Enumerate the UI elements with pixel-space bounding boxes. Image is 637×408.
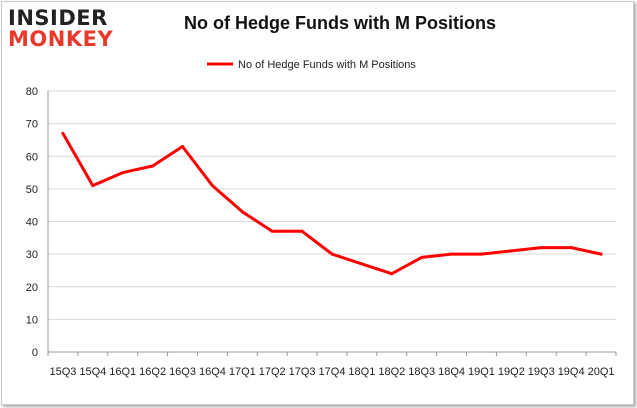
legend: No of Hedge Funds with M Positions [207,59,416,71]
x-tick-label: 17Q4 [319,366,346,378]
data-point [569,246,573,250]
data-point [210,184,214,188]
y-tick-label: 30 [26,249,38,261]
data-point [270,229,274,233]
y-tick-label: 40 [26,217,38,229]
data-point [450,252,454,256]
x-tick-label: 16Q2 [139,366,166,378]
data-point [539,246,543,250]
data-point [181,144,185,148]
insider-monkey-logo: INSIDER MONKEY [8,8,116,50]
data-point [91,184,95,188]
x-tick-label: 17Q1 [229,366,256,378]
x-tick-label: 15Q3 [49,366,76,378]
data-point [151,164,155,168]
y-tick-label: 0 [32,347,38,359]
gridlines [48,90,616,353]
logo-line-1: INSIDER [8,6,108,30]
data-point [240,210,244,214]
chart-title: No of Hedge Funds with M Positions [184,13,496,33]
data-point [300,229,304,233]
data-point [121,171,125,175]
x-tick-label: 15Q4 [79,366,106,378]
y-tick-label: 10 [26,314,38,326]
x-tick-label: 19Q4 [558,366,585,378]
data-point [479,252,483,256]
x-tick-label: 18Q1 [348,366,375,378]
x-tick-label: 17Q2 [259,366,286,378]
x-tick-label: 20Q1 [588,366,615,378]
x-tick-label: 18Q2 [378,366,405,378]
y-tick-label: 70 [26,119,38,131]
x-tick-label: 18Q3 [408,366,435,378]
data-point [509,249,513,253]
y-tick-label: 60 [26,151,38,163]
data-point [61,131,65,135]
x-tick-label: 16Q1 [109,366,136,378]
y-tick-label: 50 [26,184,38,196]
data-point [390,272,394,276]
y-tick-label: 80 [26,86,38,98]
data-point [360,262,364,266]
y-tick-label: 20 [26,282,38,294]
legend-label: No of Hedge Funds with M Positions [238,59,416,71]
x-tick-label: 19Q3 [528,366,555,378]
x-tick-label: 16Q3 [169,366,196,378]
axes: 0 10 20 30 40 50 60 70 80 15Q3 15Q4 16Q1 16Q2 16Q3 16Q… [26,86,617,378]
x-tick-label: 19Q2 [498,366,525,378]
data-point [330,252,334,256]
data-point [599,252,603,256]
x-tick-label: 17Q3 [289,366,316,378]
x-tick-label: 19Q1 [468,366,495,378]
data-point [420,255,424,259]
x-tick-label: 16Q4 [199,366,226,378]
series [61,131,603,276]
x-tick-label: 18Q4 [438,366,465,378]
logo-line-2: MONKEY [8,27,114,51]
